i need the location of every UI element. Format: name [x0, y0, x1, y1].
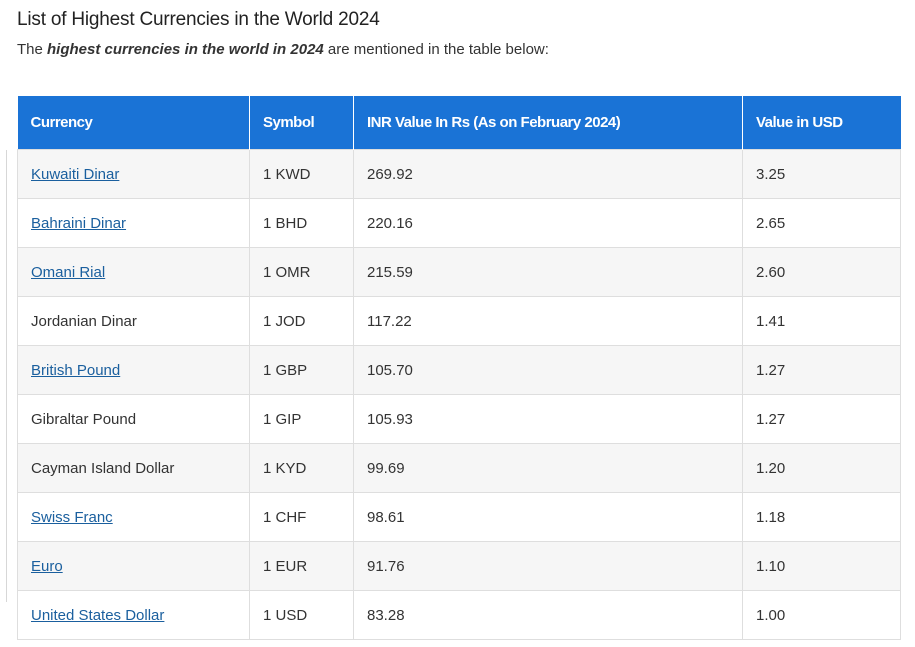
symbol-cell: 1 KYD: [249, 443, 354, 493]
currency-cell: Jordanian Dinar: [17, 296, 250, 346]
inr-value-cell: 105.70: [353, 345, 743, 395]
currency-name: Jordanian Dinar: [31, 312, 137, 330]
inr-value-cell: 98.61: [353, 492, 743, 542]
currency-cell: Kuwaiti Dinar: [17, 149, 250, 199]
usd-value-cell: 2.65: [742, 198, 901, 248]
currency-link[interactable]: Euro: [31, 557, 63, 575]
table-row: Omani Rial 1 OMR 215.59 2.60: [17, 247, 901, 297]
symbol-cell: 1 JOD: [249, 296, 354, 346]
inr-value-cell: 220.16: [353, 198, 743, 248]
table-row: Cayman Island Dollar 1 KYD 99.69 1.20: [17, 443, 901, 493]
table-row: Euro 1 EUR 91.76 1.10: [17, 541, 901, 591]
currency-link[interactable]: British Pound: [31, 361, 121, 379]
page-title: List of Highest Currencies in the World …: [17, 9, 380, 30]
inr-value-cell: 83.28: [353, 590, 743, 640]
inr-value-cell: 269.92: [353, 149, 743, 199]
usd-value-cell: 1.18: [742, 492, 901, 542]
currency-cell: Euro: [17, 541, 250, 591]
intro-prefix: The: [17, 41, 48, 58]
table-row: Jordanian Dinar 1 JOD 117.22 1.41: [17, 296, 901, 346]
table-row: Swiss Franc 1 CHF 98.61 1.18: [17, 492, 901, 542]
currency-cell: Cayman Island Dollar: [17, 443, 250, 493]
symbol-cell: 1 KWD: [249, 149, 354, 199]
usd-value-cell: 1.27: [742, 345, 901, 395]
symbol-cell: 1 OMR: [249, 247, 354, 297]
table-row: United States Dollar 1 USD 83.28 1.00: [17, 590, 901, 640]
table-row: Kuwaiti Dinar 1 KWD 269.92 3.25: [17, 149, 901, 199]
table-row: Bahraini Dinar 1 BHD 220.16 2.65: [17, 198, 901, 248]
currency-table: Currency Symbol INR Value In Rs (As on F…: [17, 96, 901, 640]
inr-value-cell: 91.76: [353, 541, 743, 591]
header-symbol: Symbol: [249, 96, 354, 150]
symbol-cell: 1 GIP: [249, 394, 354, 444]
inr-value-cell: 117.22: [353, 296, 743, 346]
currency-link[interactable]: Bahraini Dinar: [31, 214, 127, 232]
usd-value-cell: 3.25: [742, 149, 901, 199]
currency-cell: Gibraltar Pound: [17, 394, 250, 444]
symbol-cell: 1 BHD: [249, 198, 354, 248]
currency-cell: British Pound: [17, 345, 250, 395]
currency-link[interactable]: United States Dollar: [31, 606, 165, 624]
page-left-border: [6, 150, 7, 602]
intro-suffix: are mentioned in the table below:: [323, 41, 549, 58]
usd-value-cell: 1.10: [742, 541, 901, 591]
currency-name: Gibraltar Pound: [31, 410, 137, 428]
symbol-cell: 1 USD: [249, 590, 354, 640]
currency-link[interactable]: Omani Rial: [31, 263, 106, 281]
usd-value-cell: 1.00: [742, 590, 901, 640]
intro-text: The highest currencies in the world in 2…: [17, 41, 549, 58]
inr-value-cell: 99.69: [353, 443, 743, 493]
table-header-row: Currency Symbol INR Value In Rs (As on F…: [17, 96, 901, 150]
currency-cell: United States Dollar: [17, 590, 250, 640]
usd-value-cell: 1.41: [742, 296, 901, 346]
currency-link[interactable]: Kuwaiti Dinar: [31, 165, 120, 183]
symbol-cell: 1 EUR: [249, 541, 354, 591]
symbol-cell: 1 CHF: [249, 492, 354, 542]
header-currency: Currency: [17, 96, 250, 150]
header-usd-value: Value in USD: [742, 96, 901, 150]
header-inr-value: INR Value In Rs (As on February 2024): [353, 96, 743, 150]
inr-value-cell: 215.59: [353, 247, 743, 297]
table-body: Kuwaiti Dinar 1 KWD 269.92 3.25 Bahraini Din…: [17, 149, 901, 640]
usd-value-cell: 2.60: [742, 247, 901, 297]
intro-emphasis: highest currencies in the world in 2024: [47, 41, 324, 58]
currency-link[interactable]: Swiss Franc: [31, 508, 113, 526]
currency-cell: Swiss Franc: [17, 492, 250, 542]
table-row: British Pound 1 GBP 105.70 1.27: [17, 345, 901, 395]
usd-value-cell: 1.27: [742, 394, 901, 444]
table-row: Gibraltar Pound 1 GIP 105.93 1.27: [17, 394, 901, 444]
inr-value-cell: 105.93: [353, 394, 743, 444]
usd-value-cell: 1.20: [742, 443, 901, 493]
currency-cell: Bahraini Dinar: [17, 198, 250, 248]
currency-cell: Omani Rial: [17, 247, 250, 297]
symbol-cell: 1 GBP: [249, 345, 354, 395]
currency-name: Cayman Island Dollar: [31, 459, 175, 477]
